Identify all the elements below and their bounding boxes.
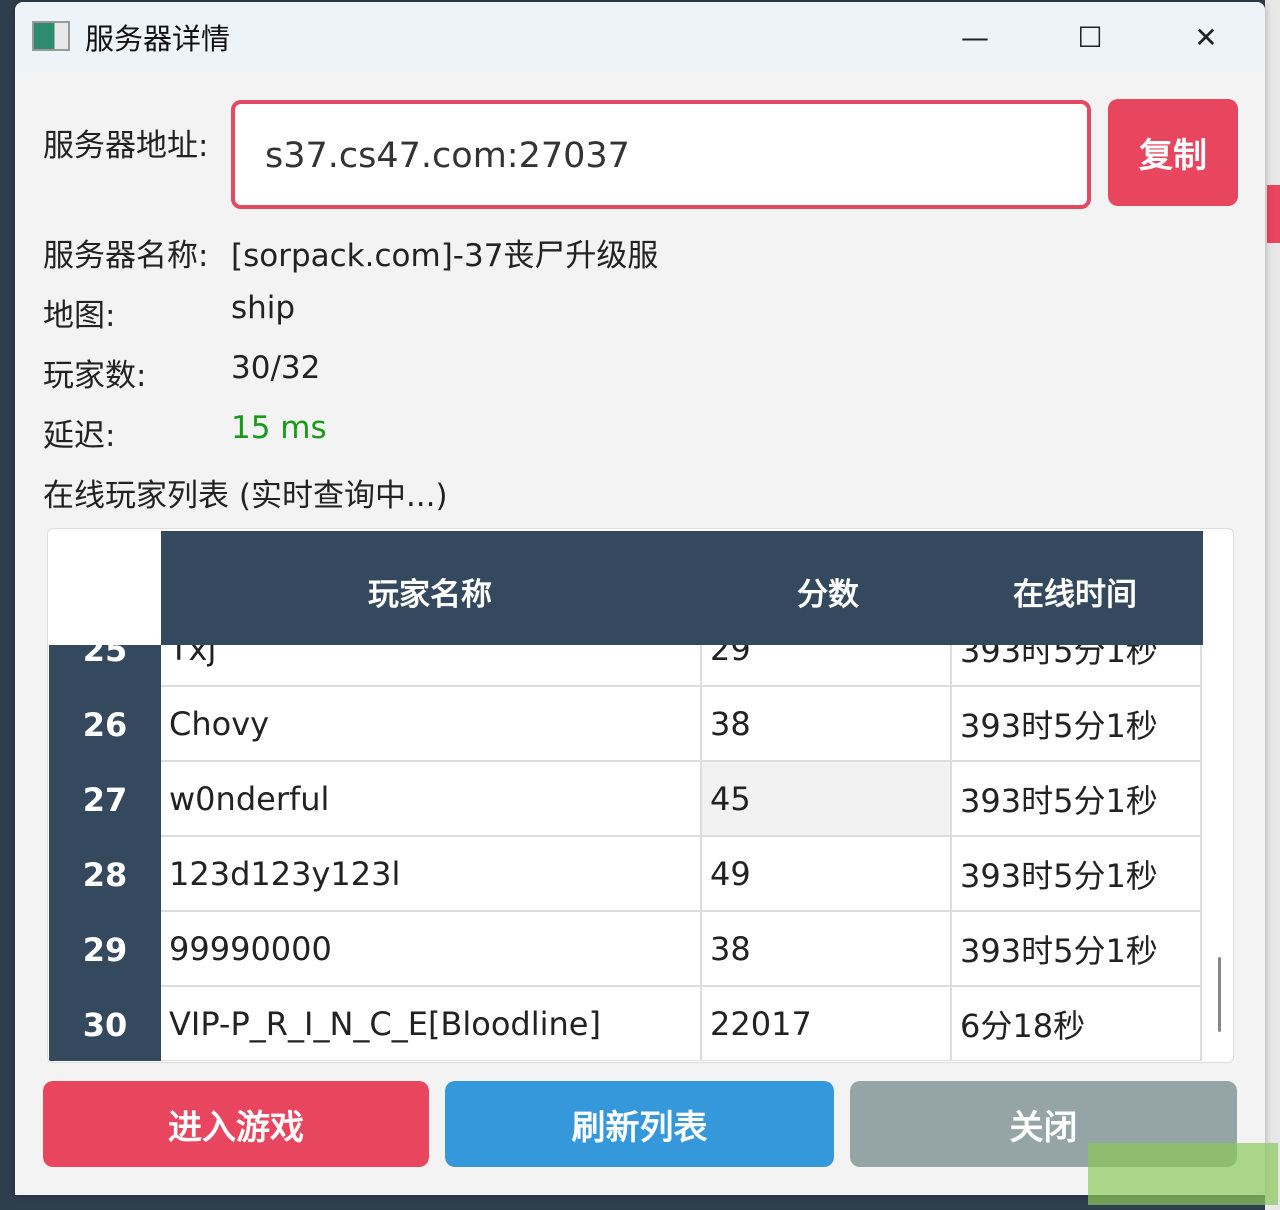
- address-field[interactable]: s37.cs47.com:27037: [231, 100, 1091, 209]
- ping-value: 15 ms: [231, 410, 327, 446]
- close-window-button[interactable]: ✕: [1194, 20, 1218, 54]
- row-number: 30: [49, 987, 161, 1061]
- row-number: 29: [49, 912, 161, 987]
- background-window: [1265, 0, 1280, 1210]
- player-name-cell[interactable]: VIP-P_R_I_N_C_E[Bloodline]: [161, 987, 702, 1061]
- title-bar: 服务器详情 — ☐ ✕: [15, 2, 1265, 72]
- row-number: 26: [49, 687, 161, 762]
- score-cell[interactable]: 49: [702, 837, 952, 912]
- score-cell[interactable]: 38: [702, 912, 952, 987]
- player-name-cell[interactable]: 99990000: [161, 912, 702, 987]
- maximize-button[interactable]: ☐: [1077, 20, 1103, 54]
- player-name-cell[interactable]: w0nderful: [161, 762, 702, 837]
- score-cell[interactable]: 45: [702, 762, 952, 837]
- map-label: 地图:: [43, 298, 116, 334]
- player-name-cell[interactable]: Txj: [161, 645, 702, 687]
- score-cell[interactable]: 29: [702, 645, 952, 687]
- score-cell[interactable]: 22017: [702, 987, 952, 1061]
- watermark-logo: [1088, 1143, 1278, 1205]
- online-time-cell[interactable]: 6分18秒: [952, 987, 1202, 1061]
- close-button[interactable]: 关闭: [850, 1081, 1237, 1167]
- online-time-cell[interactable]: 393时5分1秒: [952, 837, 1202, 912]
- header-score[interactable]: 分数: [797, 577, 859, 613]
- players-value: 30/32: [231, 350, 321, 386]
- table-row[interactable]: 27 w0nderful 45 393时5分1秒: [49, 762, 1203, 837]
- row-number: 25: [49, 645, 161, 687]
- player-name-cell[interactable]: 123d123y123l: [161, 837, 702, 912]
- player-table: 玩家名称 分数 在线时间 25 Txj 29 393时5分1秒 26 Chovy …: [47, 528, 1234, 1063]
- minimize-button[interactable]: —: [961, 20, 989, 54]
- score-cell[interactable]: 38: [702, 687, 952, 762]
- join-game-button[interactable]: 进入游戏: [43, 1081, 429, 1167]
- server-details-window: 服务器详情 — ☐ ✕ 服务器地址: s37.cs47.com:27037 复制…: [15, 2, 1265, 1195]
- table-header: 玩家名称 分数 在线时间: [161, 531, 1203, 645]
- header-online-time[interactable]: 在线时间: [1013, 577, 1137, 613]
- row-number: 27: [49, 762, 161, 837]
- server-name: [sorpack.com]-37丧尸升级服: [231, 238, 659, 274]
- table-body: 25 Txj 29 393时5分1秒 26 Chovy 38 393时5分1秒 27…: [49, 645, 1203, 1061]
- online-time-cell[interactable]: 393时5分1秒: [952, 912, 1202, 987]
- table-row[interactable]: 29 99990000 38 393时5分1秒: [49, 912, 1203, 987]
- scrollbar[interactable]: [1218, 957, 1221, 1032]
- online-time-cell[interactable]: 393时5分1秒: [952, 645, 1202, 687]
- name-label: 服务器名称:: [43, 238, 209, 274]
- map-value: ship: [231, 290, 296, 326]
- player-list-title: 在线玩家列表 (实时查询中...): [43, 478, 448, 514]
- table-row[interactable]: 30 VIP-P_R_I_N_C_E[Bloodline] 22017 6分18…: [49, 987, 1203, 1061]
- players-label: 玩家数:: [43, 358, 147, 394]
- app-icon: [32, 21, 70, 51]
- table-row[interactable]: 25 Txj 29 393时5分1秒: [49, 645, 1203, 687]
- copy-button[interactable]: 复制: [1108, 99, 1238, 206]
- header-player-name[interactable]: 玩家名称: [368, 577, 492, 613]
- player-name-cell[interactable]: Chovy: [161, 687, 702, 762]
- table-row[interactable]: 26 Chovy 38 393时5分1秒: [49, 687, 1203, 762]
- refresh-list-button[interactable]: 刷新列表: [445, 1081, 834, 1167]
- table-row[interactable]: 28 123d123y123l 49 393时5分1秒: [49, 837, 1203, 912]
- online-time-cell[interactable]: 393时5分1秒: [952, 762, 1202, 837]
- ping-label: 延迟:: [43, 418, 116, 454]
- window-title: 服务器详情: [85, 22, 231, 56]
- row-number: 28: [49, 837, 161, 912]
- address-label: 服务器地址:: [43, 128, 209, 164]
- online-time-cell[interactable]: 393时5分1秒: [952, 687, 1202, 762]
